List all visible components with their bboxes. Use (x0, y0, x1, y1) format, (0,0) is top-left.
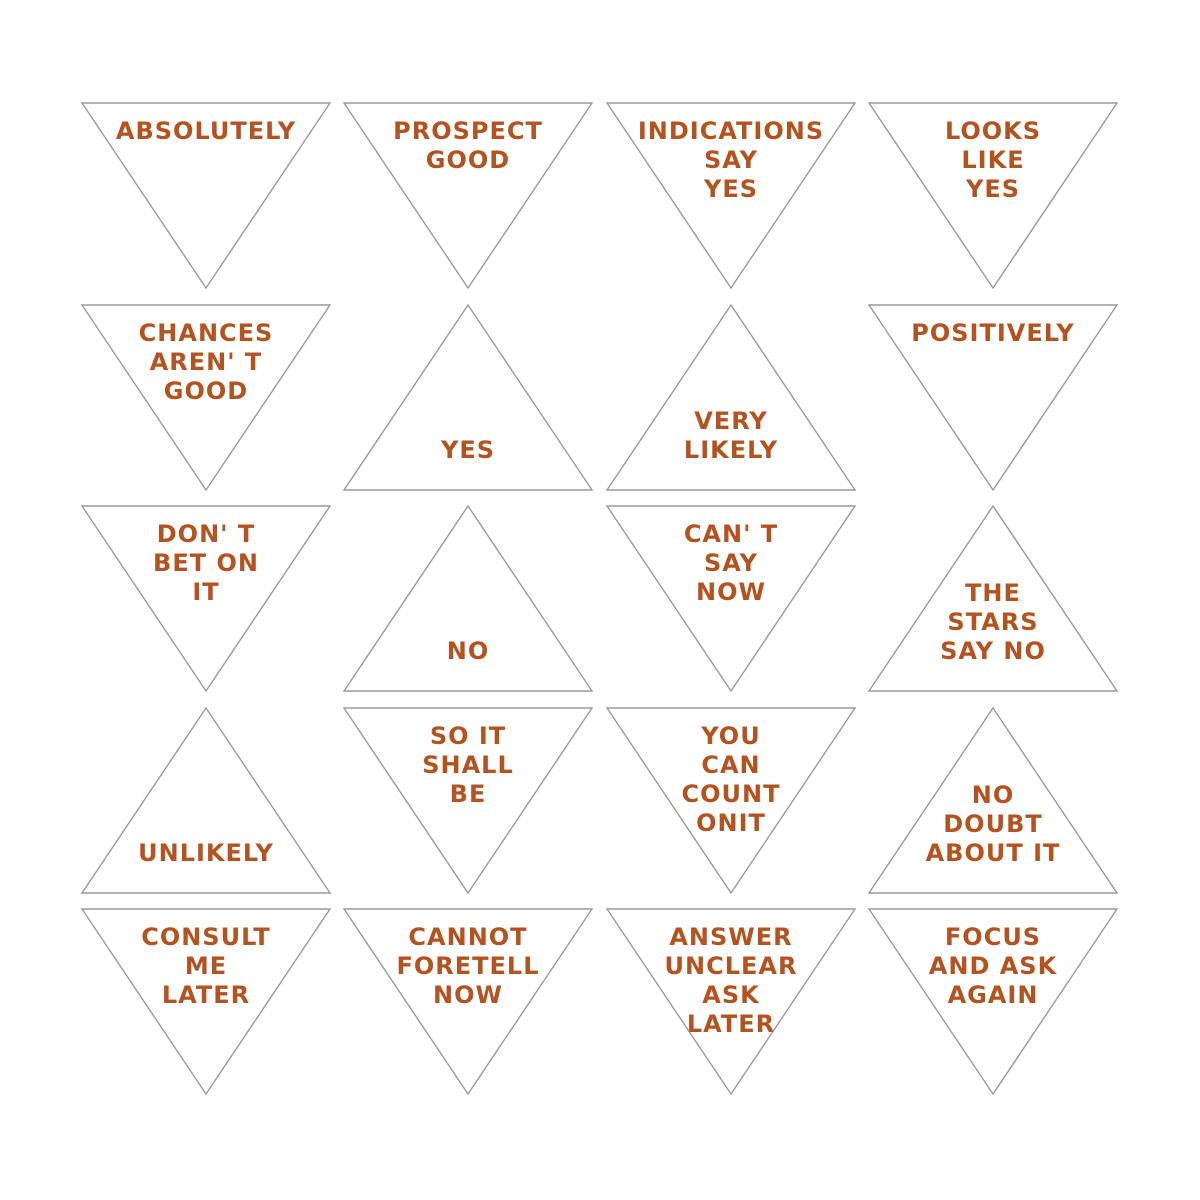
triangle-answer-line: CAN (701, 751, 760, 779)
triangle-outline (605, 303, 857, 491)
triangle-answer-line: YES (965, 175, 1020, 203)
triangle-outline (342, 707, 594, 895)
triangle-answer-line: ONIT (696, 809, 766, 837)
triangle-answer-line: CAN' T (684, 520, 778, 548)
triangle-answer-line: CONSULT (141, 923, 271, 951)
triangle-answer-line: NOW (433, 981, 503, 1009)
triangle-answer-line: LIKE (961, 146, 1024, 174)
triangle-answer-line: SAY NO (940, 637, 1046, 665)
triangle-outline (867, 304, 1119, 492)
triangle-outline (80, 706, 332, 894)
triangle-answer-line: LATER (687, 1010, 775, 1038)
triangle-answer-line: ANSWER (669, 923, 792, 951)
triangle-answer-line: LIKELY (684, 436, 778, 464)
triangle-outline (605, 505, 857, 693)
triangle-answer-line: INDICATIONS (638, 117, 824, 145)
triangle-answer-line: NO (447, 637, 490, 665)
triangle-answer-line: ABOUT IT (926, 839, 1061, 867)
triangle-answer-line: SAY (704, 146, 758, 174)
answer-triangle: UNLIKELY (80, 706, 332, 894)
triangle-outline (867, 908, 1119, 1096)
triangle-answer-line: UNCLEAR (665, 952, 798, 980)
triangle-outline (867, 102, 1119, 290)
triangle-outline (342, 504, 594, 692)
triangle-answer-line: CANNOT (408, 923, 527, 951)
triangle-answer-line: ASK (702, 981, 760, 1009)
triangle-outline (867, 504, 1119, 692)
triangle-outline (342, 102, 594, 290)
triangle-answer-line: NOW (696, 578, 766, 606)
triangle-outline (80, 102, 332, 290)
triangle-answer-line: BE (450, 780, 487, 808)
triangle-answer-line: THE (965, 579, 1021, 607)
triangle-answer-line: DOUBT (943, 810, 1042, 838)
answer-triangle: POSITIVELY (867, 304, 1119, 492)
triangle-answer-line: YES (703, 175, 758, 203)
triangle-outline (342, 303, 594, 491)
triangle-answer-line: GOOD (164, 377, 248, 405)
triangle-outline (605, 707, 857, 895)
triangle-answer-line: ME (185, 952, 227, 980)
triangle-outline (80, 304, 332, 492)
triangle-answer-line: AND ASK (929, 952, 1058, 980)
triangle-outline (605, 102, 857, 290)
triangle-answer-line: YOU (700, 722, 760, 750)
triangle-answer-line: FORETELL (396, 952, 539, 980)
triangle-outline (605, 908, 857, 1096)
triangle-answer-line: YES (440, 436, 495, 464)
answer-triangle: NO (342, 504, 594, 692)
triangle-outline (80, 505, 332, 693)
triangle-answer-line: FOCUS (945, 923, 1041, 951)
triangle-answer-line: POSITIVELY (911, 319, 1074, 347)
triangle-answer-line: COUNT (682, 780, 781, 808)
triangle-answer-line: IT (192, 578, 219, 606)
answer-triangle: ABSOLUTELY (80, 102, 332, 290)
triangle-answer-line: AREN' T (150, 348, 263, 376)
triangle-answer-line: DON' T (157, 520, 255, 548)
triangle-answer-line: CHANCES (139, 319, 274, 347)
triangle-answer-line: AGAIN (948, 981, 1039, 1009)
triangle-outline (80, 908, 332, 1096)
triangle-answer-line: STARS (947, 608, 1038, 636)
triangle-answer-line: BET ON (153, 549, 259, 577)
triangle-outline (342, 908, 594, 1096)
triangle-answer-line: UNLIKELY (138, 839, 274, 867)
triangle-answer-line: SAY (704, 549, 758, 577)
triangle-answer-line: PROSPECT (393, 117, 543, 145)
triangle-answer-line: ABSOLUTELY (116, 117, 296, 145)
triangle-answer-line: LOOKS (945, 117, 1041, 145)
triangle-answer-line: VERY (694, 407, 768, 435)
answer-triangle: YES (342, 303, 594, 491)
triangle-answer-line: SO IT (430, 722, 506, 750)
triangle-answer-line: SHALL (422, 751, 514, 779)
triangle-answer-line: GOOD (426, 146, 510, 174)
triangle-answer-line: LATER (162, 981, 250, 1009)
triangle-outline (867, 706, 1119, 894)
triangle-answer-line: NO (972, 781, 1015, 809)
